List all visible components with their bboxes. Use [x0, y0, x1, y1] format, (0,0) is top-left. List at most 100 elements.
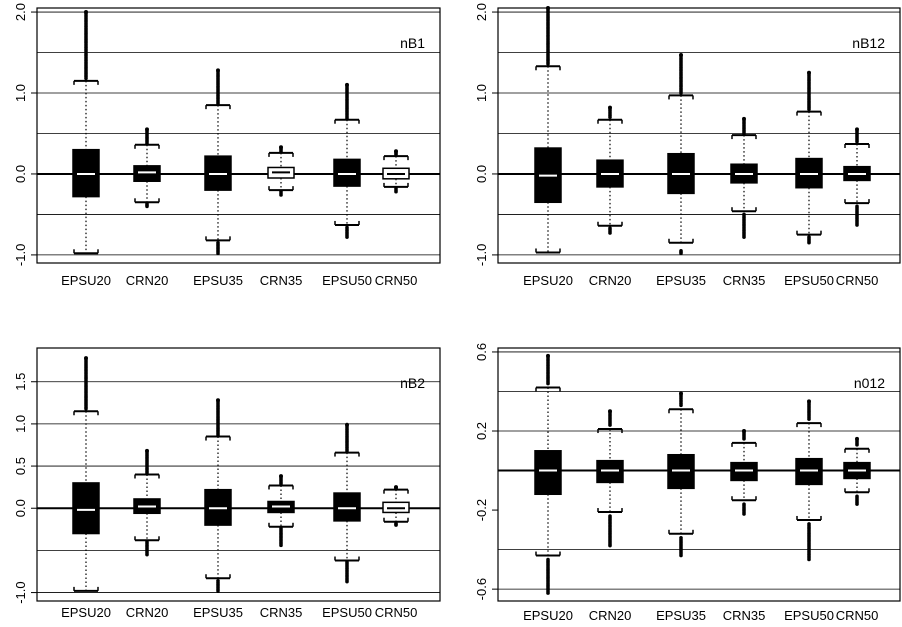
outlier-point — [145, 127, 149, 132]
outlier-point — [394, 189, 398, 194]
outlier-point — [279, 145, 283, 150]
box-EPSU20 — [534, 6, 562, 254]
outlier-point — [84, 356, 88, 361]
box-CRN20 — [133, 448, 161, 557]
box-body — [333, 492, 361, 522]
box-CRN20 — [133, 127, 161, 209]
outlier-point — [742, 116, 746, 121]
box-EPSU35 — [667, 391, 695, 558]
outlier-point — [807, 240, 811, 245]
outlier-point — [394, 523, 398, 527]
category-label: EPSU20 — [523, 608, 573, 623]
category-label: CRN50 — [836, 608, 879, 623]
chart-panel-2: 2.0 1.0 0.0 -1.0 nB12 EPSU20 CRN20 EPSU35 CRN35 E… — [474, 3, 901, 288]
y-tick-label: 1.5 — [13, 373, 28, 391]
outlier-point — [216, 398, 220, 403]
outlier-point — [394, 149, 398, 154]
outlier-point — [345, 579, 349, 584]
category-label: CRN35 — [260, 273, 303, 288]
y-tick-label: -1.0 — [13, 581, 28, 603]
y-tick-label: 0.0 — [13, 165, 28, 183]
outlier-point — [279, 474, 283, 479]
panel-title: nB12 — [852, 35, 885, 51]
outlier-point — [742, 512, 746, 516]
category-label: CRN20 — [126, 273, 169, 288]
box-EPSU35 — [204, 68, 232, 256]
category-label: EPSU20 — [61, 273, 111, 288]
category-label: CRN20 — [126, 605, 169, 620]
y-tick-label: 2.0 — [13, 3, 28, 21]
box-body — [133, 165, 161, 182]
outlier-point — [279, 543, 283, 548]
y-tick-label: -0.2 — [474, 499, 489, 521]
box-EPSU20 — [72, 356, 100, 592]
category-label: EPSU50 — [784, 608, 834, 623]
y-tick-label: -1.0 — [13, 244, 28, 266]
box-CRN20 — [596, 409, 624, 548]
outlier-point — [855, 436, 859, 441]
outlier-point — [608, 409, 612, 414]
outlier-point — [679, 391, 683, 396]
category-label: CRN20 — [589, 608, 632, 623]
outlier-point — [216, 251, 220, 256]
y-tick-label: -0.6 — [474, 578, 489, 600]
panel-title: nB1 — [400, 35, 425, 51]
box-CRN35 — [267, 474, 295, 548]
category-label: EPSU20 — [61, 605, 111, 620]
box-EPSU20 — [72, 10, 100, 255]
category-label: CRN35 — [723, 273, 766, 288]
outlier-point — [742, 235, 746, 239]
category-label: EPSU50 — [784, 273, 834, 288]
category-label: EPSU35 — [656, 608, 706, 623]
box-EPSU50 — [795, 70, 823, 245]
category-label: EPSU50 — [322, 605, 372, 620]
y-tick-label: 0.5 — [13, 457, 28, 475]
box-body — [72, 482, 100, 535]
box-CRN50 — [843, 127, 871, 227]
outlier-point — [145, 204, 149, 209]
box-EPSU20 — [534, 353, 562, 595]
outlier-point — [345, 235, 349, 239]
y-tick-label: -1.0 — [474, 244, 489, 266]
category-label: EPSU20 — [523, 273, 573, 288]
outlier-point — [546, 6, 550, 10]
box-CRN50 — [382, 485, 410, 527]
outlier-point — [394, 485, 398, 490]
category-label: EPSU35 — [193, 273, 243, 288]
category-label: CRN35 — [260, 605, 303, 620]
outlier-point — [807, 70, 811, 75]
panel-title: n012 — [854, 375, 885, 391]
outlier-point — [216, 589, 220, 593]
category-label: CRN35 — [723, 608, 766, 623]
category-label: CRN20 — [589, 273, 632, 288]
outlier-point — [345, 82, 349, 87]
outlier-point — [742, 429, 746, 434]
y-tick-label: 0.0 — [13, 499, 28, 517]
outlier-point — [679, 52, 683, 57]
plot-frame — [36, 7, 441, 264]
outlier-point — [679, 553, 683, 558]
category-label: EPSU35 — [193, 605, 243, 620]
box-CRN20 — [596, 105, 624, 235]
plot-frame — [497, 347, 901, 602]
box-CRN35 — [730, 116, 758, 239]
outlier-point — [608, 231, 612, 235]
y-tick-label: 0.2 — [474, 422, 489, 440]
y-tick-label: 1.0 — [13, 84, 28, 102]
chart-panel-4: 0.6 0.2 -0.2 -0.6 n012 EPSU20 CRN20 EPSU35 CRN35… — [474, 343, 901, 623]
chart-panel-3: 1.5 1.0 0.5 0.0 -1.0 nB2 EPSU20 CRN20 EPSU35 CRN3… — [13, 347, 441, 620]
outlier-point — [546, 591, 550, 595]
outlier-point — [84, 10, 88, 15]
box-CRN50 — [843, 436, 871, 506]
box-EPSU50 — [333, 422, 361, 584]
outlier-point — [855, 127, 859, 132]
box-CRN35 — [267, 145, 295, 197]
y-tick-label: 2.0 — [474, 3, 489, 21]
category-label: EPSU50 — [322, 273, 372, 288]
category-label: CRN50 — [375, 273, 418, 288]
y-tick-label: 0.6 — [474, 343, 489, 361]
box-EPSU50 — [795, 399, 823, 562]
box-body — [534, 450, 562, 496]
category-label: CRN50 — [375, 605, 418, 620]
